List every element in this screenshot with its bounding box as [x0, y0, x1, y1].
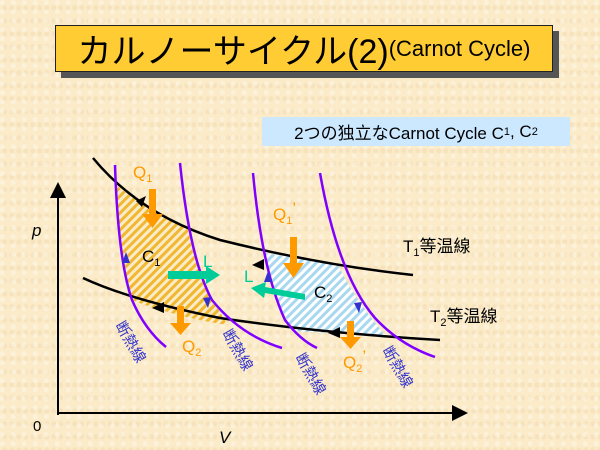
subtitle-c2-sub: 2	[531, 125, 538, 138]
label-t2-isotherm: T2等温線	[430, 307, 498, 329]
title-main: カルノーサイクル(2)	[77, 33, 389, 71]
slide-title: カルノーサイクル(2) (Carnot Cycle)	[55, 25, 553, 72]
label-c1: C1	[142, 247, 160, 269]
y-axis-arrow-icon	[50, 182, 66, 198]
title-sub: (Carnot Cycle)	[388, 35, 531, 61]
work-arrow-l2	[251, 282, 305, 300]
heat-arrow-q2	[170, 306, 191, 335]
adiabat-2	[178, 162, 283, 350]
label-adiabat-4: 断熱線	[379, 344, 416, 391]
direction-arrow-icon	[252, 259, 264, 270]
direction-arrow-icon	[203, 297, 211, 308]
adiabat-1	[113, 164, 167, 348]
x-axis-label: V	[219, 428, 232, 447]
cycle-c1-region	[116, 185, 228, 325]
direction-arrow-icon	[328, 327, 340, 338]
x-axis-arrow-icon	[452, 405, 468, 421]
heat-arrow-q1p	[283, 237, 304, 278]
label-q1-prime: Q1’	[273, 199, 296, 227]
isotherm-t2	[82, 276, 441, 342]
work-arrow-l1	[168, 266, 220, 284]
label-l2: L	[244, 267, 253, 286]
label-adiabat-1: 断熱線	[112, 319, 149, 366]
label-adiabat-3: 断熱線	[292, 351, 329, 398]
label-q1: Q1	[133, 163, 152, 185]
heat-arrow-q2p	[340, 321, 361, 349]
direction-arrow-icon	[264, 271, 272, 282]
adiabat-4	[318, 172, 436, 359]
label-q2: Q2	[182, 337, 201, 359]
direction-arrow-icon	[354, 302, 362, 313]
label-l1: L	[203, 252, 212, 271]
subtitle-text: 2つの独立なCarnot Cycle C	[294, 124, 504, 143]
direction-arrow-icon	[122, 252, 130, 263]
isotherm-t1	[92, 157, 414, 277]
origin-label: 0	[33, 418, 41, 435]
direction-arrow-icon	[152, 302, 164, 313]
y-axis-label: p	[31, 221, 41, 240]
label-q2-prime: Q2’	[343, 347, 366, 375]
direction-arrow-icon	[136, 196, 146, 207]
label-c2: C2	[314, 283, 332, 305]
heat-arrow-q1	[142, 189, 163, 228]
adiabat-3	[251, 172, 318, 350]
subtitle-sep: , C	[509, 121, 532, 141]
label-t1-isotherm: T1等温線	[403, 237, 471, 259]
subtitle-c1-sub: 1	[503, 125, 510, 138]
